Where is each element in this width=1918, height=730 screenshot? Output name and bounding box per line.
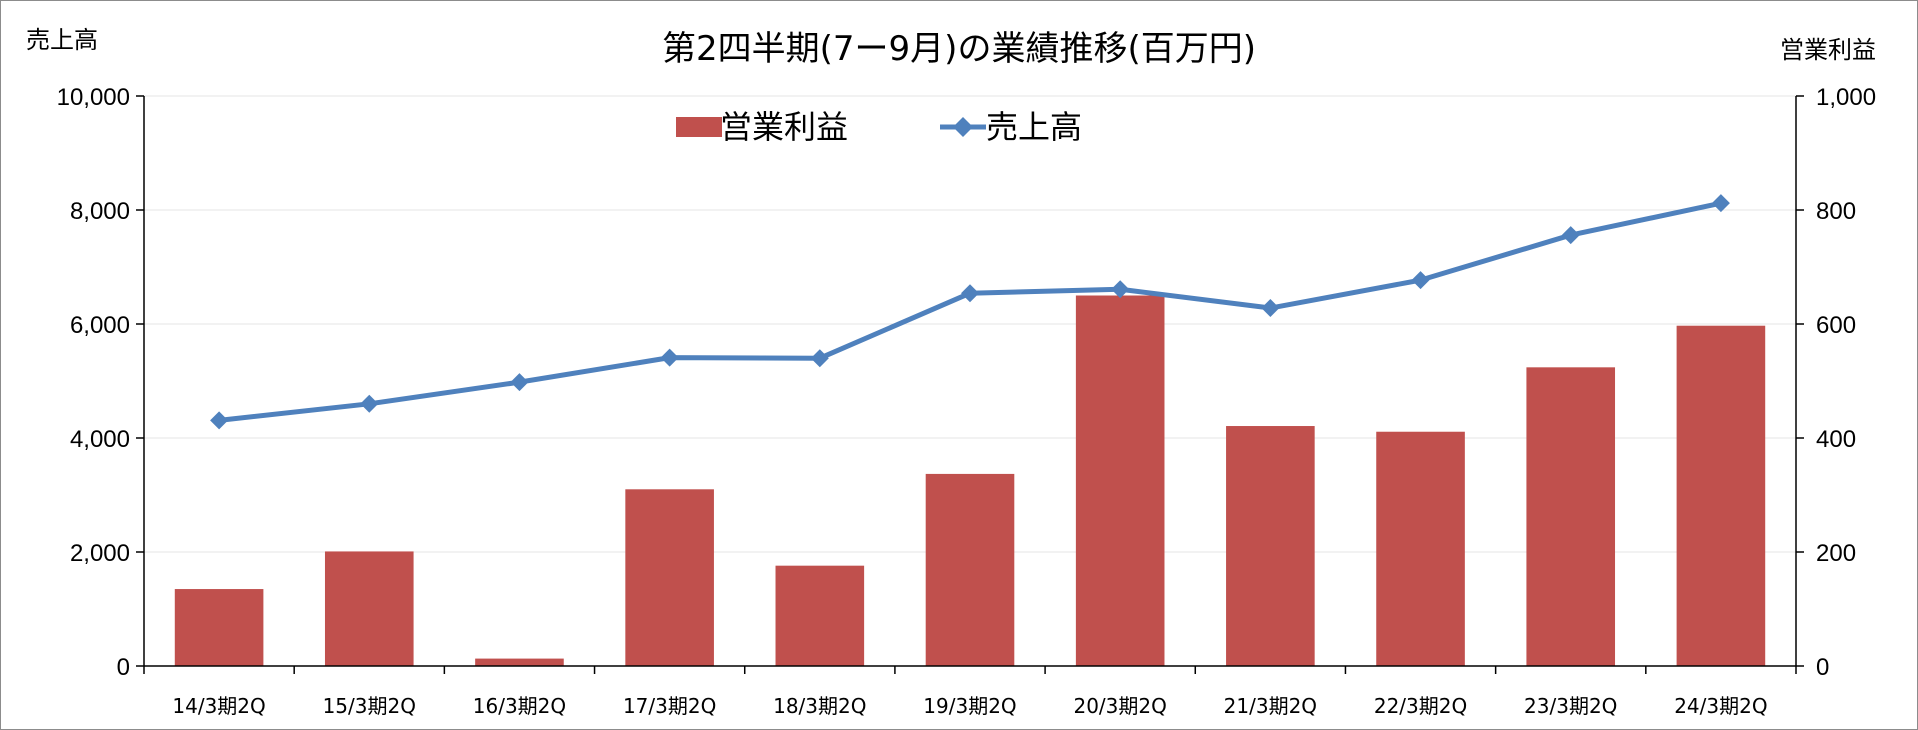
line-sales <box>218 200 1722 423</box>
bar-operating-profit <box>1226 426 1315 666</box>
marker-sales <box>1111 280 1130 299</box>
marker-sales <box>360 394 379 413</box>
bar-operating-profit <box>625 489 714 666</box>
marker-sales <box>510 373 529 392</box>
legend-label-sales: 売上高 <box>986 108 1082 146</box>
left-tick-label: 0 <box>117 654 130 681</box>
right-tick-labels: 0 200 400 600 800 1,000 <box>1816 84 1876 681</box>
axes <box>136 95 1804 674</box>
bar-operating-profit <box>1376 431 1465 666</box>
category-label: 24/3期2Q <box>1674 694 1767 718</box>
legend-label-operating-profit: 営業利益 <box>720 108 848 146</box>
marker-sales <box>1411 271 1430 290</box>
category-label: 21/3期2Q <box>1224 694 1317 718</box>
gridlines <box>144 95 1796 553</box>
legend-swatch-operating-profit <box>676 117 722 137</box>
left-tick-label: 2,000 <box>70 540 130 567</box>
right-tick-label: 200 <box>1816 540 1856 567</box>
left-tick-label: 6,000 <box>70 312 130 339</box>
bar-operating-profit <box>1075 295 1165 666</box>
category-label: 19/3期2Q <box>923 694 1016 718</box>
category-label: 17/3期2Q <box>623 694 716 718</box>
right-tick-label: 800 <box>1816 198 1856 225</box>
bar-operating-profit <box>775 565 865 666</box>
bar-operating-profit <box>1526 367 1616 666</box>
category-label: 22/3期2Q <box>1374 694 1467 718</box>
marker-sales <box>210 411 229 430</box>
marker-sales <box>660 348 679 367</box>
legend: 営業利益 売上高 <box>676 108 1082 146</box>
bar-series <box>174 295 1766 666</box>
marker-sales <box>1561 226 1580 245</box>
legend-swatch-sales-marker <box>953 117 973 137</box>
bar-operating-profit <box>1676 325 1766 666</box>
right-axis-title: 営業利益 <box>1780 36 1876 64</box>
left-tick-labels: 0 2,000 4,000 6,000 8,000 10,000 <box>57 84 130 681</box>
left-axis-title: 売上高 <box>26 26 98 54</box>
right-tick-label: 400 <box>1816 426 1856 453</box>
left-tick-label: 4,000 <box>70 426 130 453</box>
category-label: 23/3期2Q <box>1524 694 1617 718</box>
category-labels: 14/3期2Q 15/3期2Q 16/3期2Q 17/3期2Q 18/3期2Q 19/3期… <box>172 694 1767 718</box>
bar-operating-profit <box>925 473 1015 666</box>
right-tick-label: 0 <box>1816 654 1829 681</box>
bar-operating-profit <box>475 658 564 666</box>
marker-sales <box>810 349 829 368</box>
category-label: 16/3期2Q <box>473 694 566 718</box>
line-series <box>210 194 1730 430</box>
right-tick-label: 1,000 <box>1816 84 1876 111</box>
marker-sales <box>1261 299 1280 318</box>
bar-operating-profit <box>174 589 264 666</box>
right-tick-label: 600 <box>1816 312 1856 339</box>
bar-operating-profit <box>324 551 414 666</box>
category-label: 15/3期2Q <box>323 694 416 718</box>
marker-sales <box>961 284 979 303</box>
marker-sales <box>1711 194 1730 213</box>
chart-title: 第2四半期(7ー9月)の業績推移(百万円) <box>662 29 1256 69</box>
category-label: 14/3期2Q <box>172 694 265 718</box>
category-label: 18/3期2Q <box>773 694 866 718</box>
category-label: 20/3期2Q <box>1073 694 1166 718</box>
left-tick-label: 10,000 <box>57 84 130 111</box>
left-tick-label: 8,000 <box>70 198 130 225</box>
